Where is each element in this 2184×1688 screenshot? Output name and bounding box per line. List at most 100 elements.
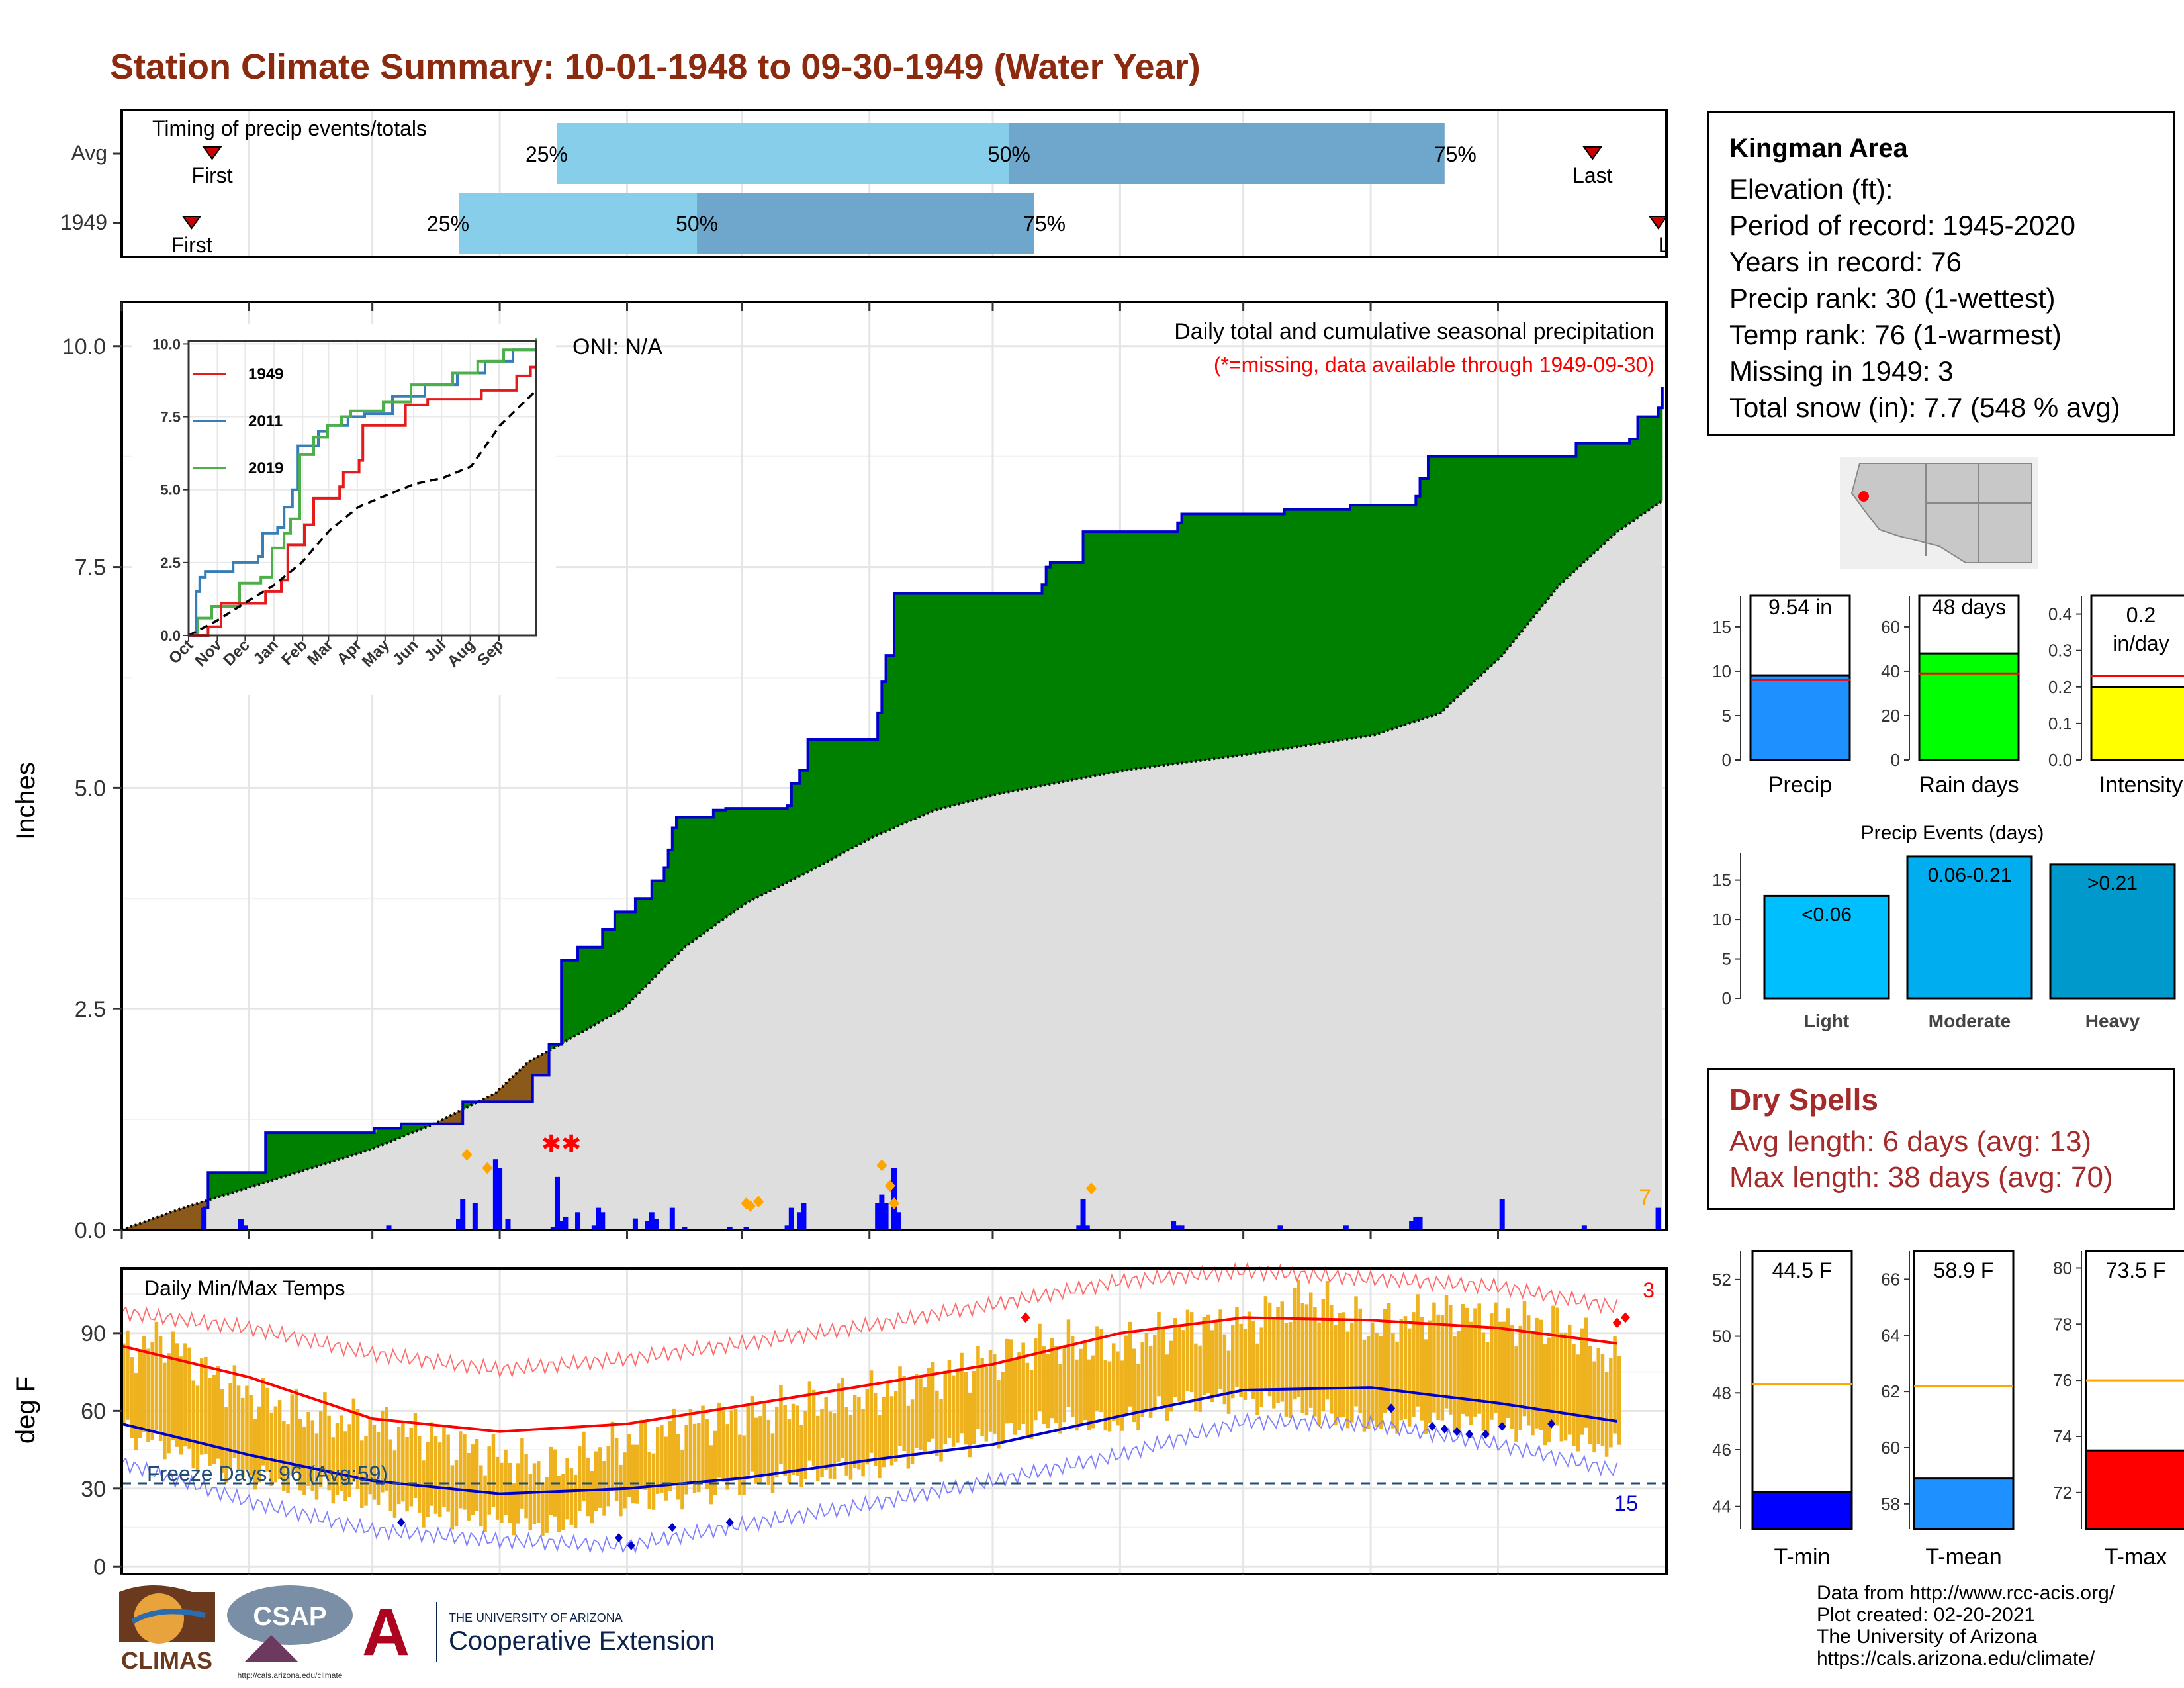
avg-cumulative-area bbox=[122, 500, 1662, 1230]
events-bar-heavy bbox=[2049, 863, 2176, 1000]
temp-ytick-label: 90 bbox=[81, 1321, 106, 1346]
timing-label: Timing of precip events/totals bbox=[152, 117, 427, 140]
mini-bar-tick-label: 10 bbox=[1712, 661, 1731, 681]
daily-precip-bar bbox=[1076, 1225, 1082, 1230]
daily-precip-bar bbox=[472, 1203, 478, 1230]
daily-precip-bar bbox=[460, 1199, 466, 1230]
cumulative-1949-line bbox=[122, 387, 1664, 1231]
inset-legend-label: 1949 bbox=[248, 365, 283, 383]
dry-spells-avg: Avg length: 6 days (avg: 13) bbox=[1729, 1125, 2092, 1158]
record-low-marker bbox=[1481, 1429, 1490, 1439]
snow-marker bbox=[876, 1159, 887, 1172]
daily-precip-bar bbox=[550, 1227, 556, 1230]
record-max-line bbox=[121, 1262, 1618, 1378]
last-label: Last bbox=[1572, 164, 1613, 187]
climas-text: CLIMAS bbox=[121, 1647, 212, 1674]
daily-precip-bar bbox=[505, 1219, 511, 1230]
daily-precip-bar bbox=[201, 1207, 207, 1230]
events-bar-label: Heavy bbox=[2085, 1011, 2140, 1031]
inset-ytick-label: 0.0 bbox=[160, 628, 181, 644]
temp-bar-tick-label: 64 bbox=[1881, 1325, 1900, 1345]
temp-bar-tick-label: 66 bbox=[1881, 1269, 1900, 1289]
daily-precip-bar bbox=[653, 1219, 659, 1230]
daily-precip-bar bbox=[879, 1194, 885, 1230]
daily-precip-bar bbox=[554, 1176, 560, 1230]
precip-ytick-label: 10.0 bbox=[62, 334, 106, 359]
daily-precip-bar bbox=[600, 1212, 606, 1230]
mini-bar-tick-label: 15 bbox=[1712, 617, 1731, 637]
timing-p50-label: 50% bbox=[676, 212, 718, 236]
temp-bar-tick-label: 80 bbox=[2053, 1258, 2072, 1278]
temp-ytick-label: 30 bbox=[81, 1477, 106, 1502]
record-low-marker bbox=[1453, 1427, 1461, 1436]
events-bar-label: Light bbox=[1804, 1011, 1849, 1031]
record-low-marker bbox=[1387, 1403, 1396, 1413]
daily-precip-bar bbox=[1343, 1225, 1349, 1230]
temp-bar-t-mean bbox=[1913, 1477, 2015, 1530]
mini-bar-tick-label: 20 bbox=[1881, 706, 1900, 726]
timing-clip bbox=[1668, 199, 1694, 265]
temp-bar-tick-label: 72 bbox=[2053, 1483, 2072, 1503]
record-low-marker bbox=[1498, 1421, 1506, 1431]
timing-p25-label: 25% bbox=[525, 142, 568, 166]
timing-row-label: Avg bbox=[71, 141, 107, 165]
daily-precip-bar bbox=[682, 1227, 688, 1230]
first-marker bbox=[181, 216, 202, 230]
record-low-marker bbox=[1547, 1419, 1556, 1429]
station-precip-rank: Precip rank: 30 (1-wettest) bbox=[1729, 283, 2056, 314]
daily-precip-bar bbox=[497, 1168, 503, 1230]
snow-marker bbox=[745, 1199, 756, 1212]
events-bar-moderate bbox=[1906, 855, 2033, 1000]
temp-bar-tick-label: 62 bbox=[1881, 1382, 1900, 1401]
station-period: Period of record: 1945-2020 bbox=[1729, 210, 2076, 241]
daily-precip-bar bbox=[456, 1219, 462, 1230]
snow-marker bbox=[461, 1149, 473, 1161]
missing-note: (*=missing, data available through 1949-… bbox=[1214, 353, 1655, 377]
record-min-line bbox=[121, 1412, 1618, 1554]
daily-precip-bar bbox=[238, 1219, 244, 1230]
avg-cumulative-line bbox=[121, 499, 1663, 1231]
climas-logo: CLIMAS bbox=[119, 1585, 215, 1674]
daily-precip-bar bbox=[1084, 1225, 1090, 1230]
precip-ylabel: Inches bbox=[11, 762, 40, 840]
daily-precip-bar bbox=[1499, 1199, 1505, 1230]
station-years: Years in record: 76 bbox=[1729, 246, 1962, 277]
inset-frame bbox=[187, 340, 537, 637]
credit-line-3: The University of Arizona bbox=[1817, 1626, 2038, 1648]
station-location-dot bbox=[1858, 491, 1869, 502]
timing-row-label: 1949 bbox=[60, 211, 107, 234]
inset-ytick-label: 10.0 bbox=[152, 336, 181, 352]
precip-subtitle: Daily total and cumulative seasonal prec… bbox=[1174, 319, 1655, 344]
daily-precip-bar bbox=[797, 1212, 803, 1230]
daily-precip-bar bbox=[492, 1159, 498, 1230]
temp-bar-tick-label: 76 bbox=[2053, 1370, 2072, 1390]
inset-ytick-label: 7.5 bbox=[160, 409, 181, 426]
daily-precip-bar bbox=[1277, 1225, 1283, 1230]
csap-text: CSAP bbox=[253, 1602, 326, 1631]
inset-series-2019 bbox=[189, 338, 537, 637]
inset-series-2011 bbox=[189, 341, 537, 637]
credit-line-1: Data from http://www.rcc-acis.org/ bbox=[1817, 1582, 2115, 1604]
daily-precip-bar bbox=[632, 1218, 638, 1230]
timing-p75-label: 75% bbox=[1023, 212, 1066, 236]
record-low-marker bbox=[1428, 1421, 1437, 1431]
record-high-marker bbox=[1612, 1317, 1622, 1329]
record-high-marker bbox=[1620, 1312, 1630, 1323]
events-tick-label: 10 bbox=[1712, 910, 1731, 929]
page-title: Station Climate Summary: 10-01-1948 to 0… bbox=[110, 47, 1201, 87]
precip-panel: Inches 0.0 2.5 5.0 7.5 10.0 Daily total and … bbox=[11, 301, 1668, 1243]
precip-ytick-label: 7.5 bbox=[75, 555, 106, 581]
daily-precip-bar bbox=[1417, 1216, 1423, 1230]
inset-series-1949 bbox=[189, 358, 537, 637]
record-low-marker bbox=[725, 1517, 734, 1527]
ua-top-text: THE UNIVERSITY OF ARIZONA bbox=[449, 1611, 623, 1624]
temp-bar-tick-label: 60 bbox=[1881, 1438, 1900, 1458]
events-tick-label: 0 bbox=[1722, 988, 1731, 1008]
temp-bar-t-max bbox=[2085, 1449, 2184, 1530]
temp-panel: deg F Daily Min/Max Temps Freeze Days: 9… bbox=[11, 1262, 1668, 1575]
timing-p75-label: 75% bbox=[1434, 142, 1477, 166]
locator-map bbox=[1840, 457, 2038, 569]
record-low-marker bbox=[1440, 1424, 1449, 1434]
station-elevation: Elevation (ft): bbox=[1729, 173, 1893, 205]
snow-marker bbox=[482, 1162, 493, 1174]
